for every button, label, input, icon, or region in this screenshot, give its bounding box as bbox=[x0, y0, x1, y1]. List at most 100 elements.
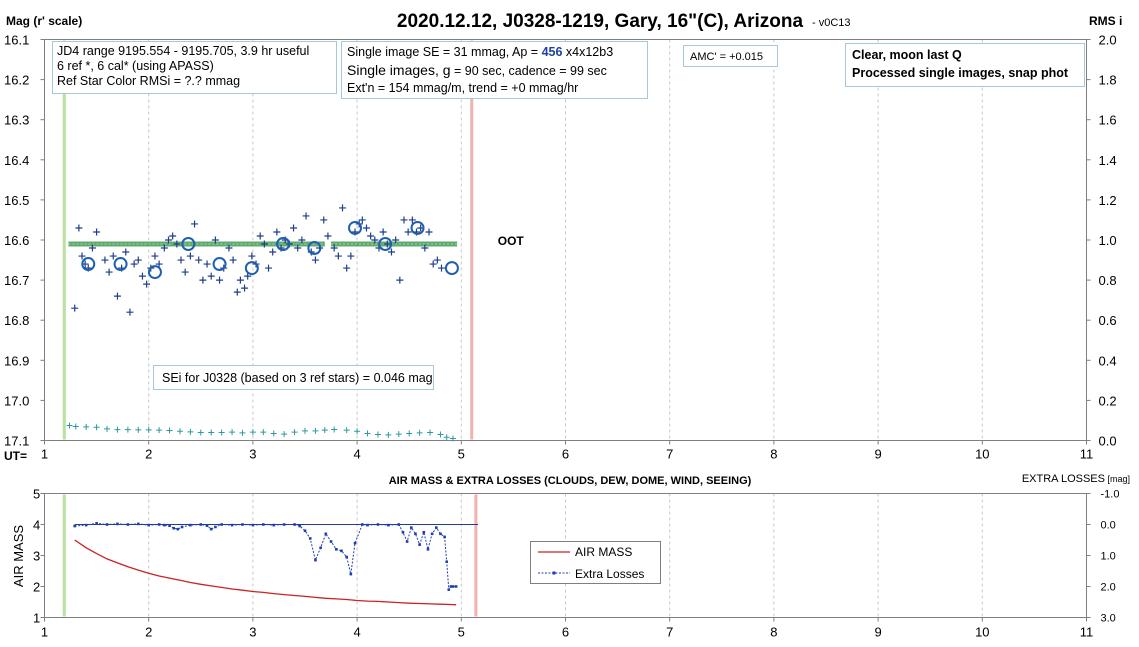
top-y-ticks-right: 2.0 1.8 1.6 1.4 1.2 1.0 0.8 0.6 0.4 0.2 0.0 bbox=[1086, 33, 1117, 449]
airmass-series bbox=[73, 521, 458, 606]
extra-losses-point bbox=[147, 523, 150, 527]
extra-losses-point bbox=[126, 523, 130, 526]
single-image-point bbox=[320, 216, 328, 224]
single-image-point bbox=[421, 244, 429, 252]
bottom-x-tick-label: 11 bbox=[1080, 625, 1094, 640]
rms-point bbox=[187, 428, 194, 435]
chart-title: 2020.12.12, J0328-1219, Gary, 16"(C), Ar… bbox=[397, 11, 804, 32]
extra-losses-point bbox=[293, 523, 296, 526]
bottom-x-tick-label: 1 bbox=[41, 625, 48, 640]
extra-losses-point bbox=[434, 526, 438, 529]
single-image-point bbox=[334, 252, 342, 260]
y-axis-label-left: Mag (r' scale) bbox=[6, 14, 82, 28]
single-image-point bbox=[241, 284, 249, 292]
extra-losses-point bbox=[272, 523, 276, 527]
extra-losses-point bbox=[189, 523, 192, 527]
single-image-point bbox=[244, 272, 252, 280]
extra-losses-point bbox=[451, 585, 455, 588]
info-right-line-1: Clear, moon last Q bbox=[852, 48, 962, 62]
rms-point bbox=[416, 429, 423, 436]
extra-losses-point bbox=[84, 523, 88, 527]
single-image-point bbox=[211, 236, 219, 244]
bottom-x-tick-label: 4 bbox=[353, 625, 360, 640]
rms-point bbox=[208, 429, 215, 436]
single-image-point bbox=[173, 240, 181, 248]
single-image-point bbox=[88, 244, 96, 252]
extra-losses-point bbox=[176, 527, 180, 531]
top-y-tick-label-right: 0.2 bbox=[1099, 393, 1117, 408]
rms-point bbox=[218, 429, 225, 436]
single-image-point bbox=[408, 216, 416, 224]
bottom-x-tick-label: 3 bbox=[249, 625, 256, 640]
bottom-y-tick-label-left: 2 bbox=[33, 580, 40, 595]
rms-point bbox=[437, 431, 444, 438]
extra-losses-point bbox=[334, 548, 338, 551]
bottom-grid bbox=[148, 493, 983, 618]
single-image-point bbox=[186, 252, 194, 260]
bottom-y-tick-label-left: 1 bbox=[33, 611, 40, 626]
bottom-x-tick-label: 8 bbox=[770, 625, 777, 640]
single-image-point bbox=[383, 240, 391, 248]
single-image-point bbox=[339, 204, 347, 212]
rms-point bbox=[321, 427, 328, 434]
single-image-point bbox=[400, 216, 408, 224]
single-image-point bbox=[203, 260, 211, 268]
single-image-points bbox=[71, 204, 446, 316]
single-image-point bbox=[311, 256, 319, 264]
amc-box: AMC' = +0.015 bbox=[683, 45, 778, 67]
extra-losses-point bbox=[262, 523, 265, 526]
single-image-point bbox=[207, 272, 215, 280]
single-image-point bbox=[143, 280, 151, 288]
rms-point bbox=[364, 430, 371, 437]
bottom-x-tick-label: 7 bbox=[666, 625, 673, 640]
extra-losses-point bbox=[349, 572, 353, 576]
extra-losses-point bbox=[314, 558, 317, 562]
top-x-tick-label: 9 bbox=[874, 447, 881, 462]
amc-text: AMC' = +0.015 bbox=[690, 51, 763, 63]
top-y-tick-label-left: 16.8 bbox=[4, 313, 29, 328]
single-image-point bbox=[330, 244, 338, 252]
info-box-left: JD4 range 9195.554 - 9195.705, 3.9 hr us… bbox=[52, 41, 337, 94]
binned-average-point bbox=[81, 257, 96, 272]
single-image-point bbox=[396, 276, 404, 284]
single-image-point bbox=[181, 268, 189, 276]
extra-losses-point bbox=[454, 585, 458, 588]
rms-point bbox=[427, 429, 434, 436]
top-grid bbox=[148, 39, 983, 441]
single-image-point bbox=[195, 256, 203, 264]
binned-average-point bbox=[276, 237, 291, 252]
binned-average-point bbox=[147, 265, 162, 280]
top-x-tick-label: 3 bbox=[249, 447, 256, 462]
single-image-point bbox=[298, 236, 306, 244]
info-mid-line-3: Ext'n = 154 mmag/m, trend = +0 mmag/hr bbox=[347, 81, 578, 95]
rms-point bbox=[281, 431, 288, 438]
x-axis-label: UT= bbox=[4, 449, 27, 463]
extra-losses-point bbox=[116, 522, 119, 526]
rms-point bbox=[312, 427, 319, 434]
info-mid-line-1: Single image SE = 31 mmag, Ap = 456 x4x1… bbox=[347, 45, 613, 59]
extra-losses-point bbox=[449, 585, 453, 588]
top-x-tick-label: 8 bbox=[770, 447, 777, 462]
bottom-x-tick-label: 9 bbox=[874, 625, 881, 640]
single-image-point bbox=[233, 288, 241, 296]
legend-label-airmass: AIR MASS bbox=[575, 545, 632, 559]
single-image-point bbox=[302, 212, 310, 220]
top-y-tick-label-left: 16.3 bbox=[4, 113, 29, 128]
airmass-chart: AIR MASS & EXTRA LOSSES (CLOUDS, DEW, DO… bbox=[11, 473, 1130, 640]
extra-losses-point bbox=[241, 523, 244, 526]
bottom-y-ticks-right: -1.0 0.0 1.0 2.0 3.0 bbox=[1086, 489, 1119, 625]
top-y-tick-label-right: 1.8 bbox=[1099, 73, 1117, 88]
rms-point bbox=[449, 435, 456, 442]
single-image-point bbox=[109, 252, 117, 260]
binned-average-point bbox=[181, 237, 196, 252]
single-image-point bbox=[160, 244, 168, 252]
extra-losses-point bbox=[172, 526, 176, 530]
bottom-vertical-markers bbox=[62, 494, 478, 617]
rms-point bbox=[406, 430, 413, 437]
bottom-y-tick-label-right: 2.0 bbox=[1101, 582, 1116, 594]
binned-average-point bbox=[378, 237, 393, 252]
single-image-point bbox=[138, 272, 146, 280]
rms-point bbox=[197, 429, 204, 436]
bottom-y-tick-label-left: 4 bbox=[33, 518, 40, 533]
single-image-point bbox=[429, 260, 437, 268]
